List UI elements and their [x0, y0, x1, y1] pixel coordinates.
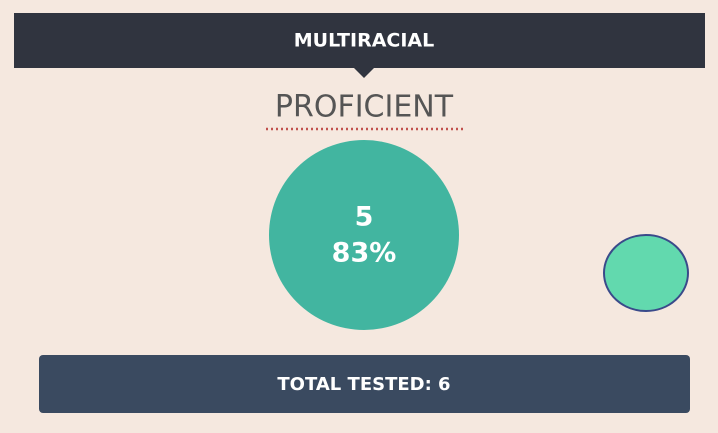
header-pointer	[354, 68, 374, 78]
header-bar	[14, 13, 705, 68]
proficient-count: 5	[355, 202, 374, 233]
proficiency-label: PROFICIENT	[275, 90, 454, 125]
proficiency-circle	[269, 140, 459, 330]
footer-bar	[39, 355, 690, 413]
header-title: MULTIRACIAL	[294, 30, 435, 52]
proficient-percent: 83%	[332, 238, 397, 269]
indicator-dot	[603, 234, 689, 312]
total-tested: TOTAL TESTED: 6	[277, 374, 450, 395]
